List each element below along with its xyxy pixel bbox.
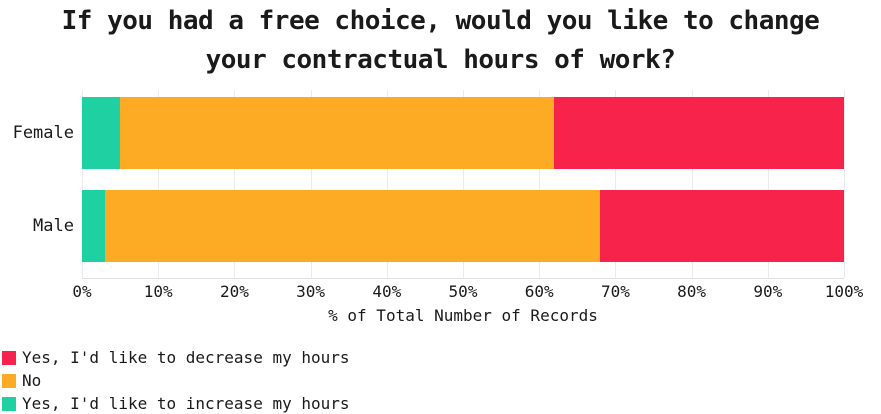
legend-label: Yes, I'd like to increase my hours — [22, 394, 350, 413]
gridline-40% — [386, 90, 388, 278]
gridline-50% — [463, 90, 464, 278]
gridline-90% — [767, 90, 769, 278]
bar-female — [82, 97, 844, 169]
legend: Yes, I'd like to decrease my hours No Yes,… — [2, 346, 350, 414]
x-tick-70%: 70% — [600, 282, 630, 301]
gridline-10% — [158, 90, 160, 278]
x-tick-0%: 0% — [72, 282, 92, 301]
legend-label: No — [22, 371, 42, 390]
y-axis-label-female: Female — [12, 123, 74, 143]
y-axis-label-male: Male — [33, 216, 74, 236]
gridline-80% — [691, 90, 693, 278]
x-tick-40%: 40% — [372, 282, 402, 301]
plot-area — [82, 90, 845, 279]
x-axis-title: % of Total Number of Records — [328, 306, 598, 325]
legend-swatch-yes-i-d-like-to-increase-my-hours — [2, 396, 16, 411]
chart-title-line1: If you had a free choice, would you like… — [61, 6, 820, 36]
x-tick-10%: 10% — [143, 282, 173, 301]
gridline-100% — [844, 90, 845, 278]
x-tick-80%: 80% — [677, 282, 707, 301]
bar-segment-female-yes-i-d-like-to-decrease-my-hours[interactable] — [554, 97, 844, 169]
gridline-0% — [82, 90, 83, 278]
x-tick-20%: 20% — [219, 282, 249, 301]
bar-segment-male-yes-i-d-like-to-increase-my-hours[interactable] — [82, 190, 105, 262]
x-tick-50%: 50% — [448, 282, 478, 301]
chart-title: If you had a free choice, would you like… — [0, 2, 881, 80]
legend-swatch-no — [2, 373, 16, 388]
gridline-70% — [615, 90, 617, 278]
gridline-60% — [539, 90, 541, 278]
bar-male — [82, 190, 844, 262]
gridline-20% — [234, 90, 236, 278]
bar-segment-male-yes-i-d-like-to-decrease-my-hours[interactable] — [600, 190, 844, 262]
bar-segment-female-no[interactable] — [120, 97, 555, 169]
legend-item-yes-i-d-like-to-decrease-my-hours[interactable]: Yes, I'd like to decrease my hours — [2, 346, 350, 369]
x-axis-ticks: 0% 10% 20% 30% 40% 50% 60% 70% 80% 90% 100% — [72, 282, 863, 302]
gridline-30% — [310, 90, 312, 278]
x-tick-30%: 30% — [296, 282, 326, 301]
legend-item-yes-i-d-like-to-increase-my-hours[interactable]: Yes, I'd like to increase my hours — [2, 392, 350, 414]
chart-title-line2: your contractual hours of work? — [205, 45, 676, 75]
bar-segment-male-no[interactable] — [104, 190, 601, 262]
legend-swatch-yes-i-d-like-to-decrease-my-hours — [2, 350, 16, 365]
legend-item-no[interactable]: No — [2, 369, 350, 392]
legend-label: Yes, I'd like to decrease my hours — [22, 348, 350, 367]
bar-segment-female-yes-i-d-like-to-increase-my-hours[interactable] — [82, 97, 121, 169]
x-tick-100%: 100% — [824, 282, 864, 301]
x-tick-60%: 60% — [524, 282, 554, 301]
x-tick-90%: 90% — [753, 282, 783, 301]
